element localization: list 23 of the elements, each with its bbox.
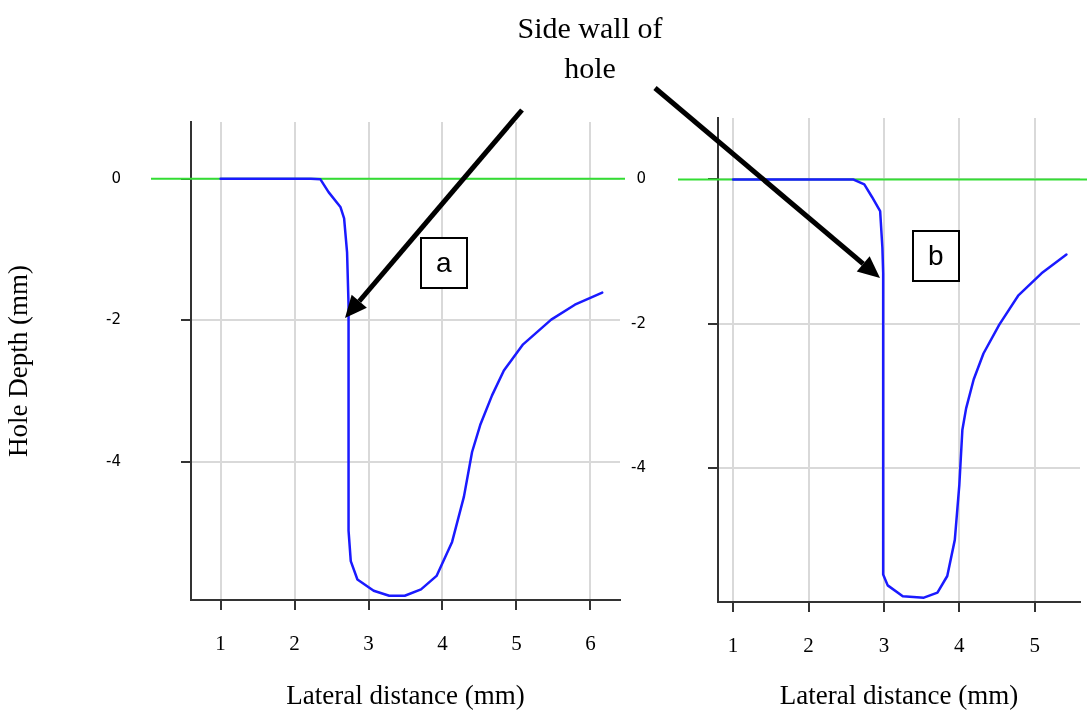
y-tick-label: -4 [631,458,646,477]
x-tick-label: 1 [215,631,226,656]
x-tick-label: 6 [585,631,596,656]
x-axis-title: Lateral distance (mm) [779,679,1019,710]
x-tick-label: 3 [363,631,374,656]
x-tick-label: 2 [289,631,300,656]
y-tick-label: 0 [111,168,121,187]
x-tick-label: 5 [1029,633,1040,658]
y-tick-label: -4 [106,451,121,470]
x-tick-label: 4 [954,633,966,658]
y-tick-label: -2 [106,310,121,329]
x-tick-label: 4 [437,631,449,656]
x-tick-label: 2 [803,633,814,658]
y-axis-title: Hole Depth (mm) [3,265,34,457]
x-tick-label: 1 [727,633,739,658]
text: Side wall of hole [516,10,664,86]
x-tick-label: 3 [878,633,890,658]
x-tick-label: 5 [511,631,522,656]
y-tick-label: 0 [636,169,646,188]
y-tick-label: -2 [631,313,646,332]
x-axis-title: Lateral distance (mm) [286,679,525,710]
annotation: a [420,237,468,289]
annotation: b [912,230,960,282]
